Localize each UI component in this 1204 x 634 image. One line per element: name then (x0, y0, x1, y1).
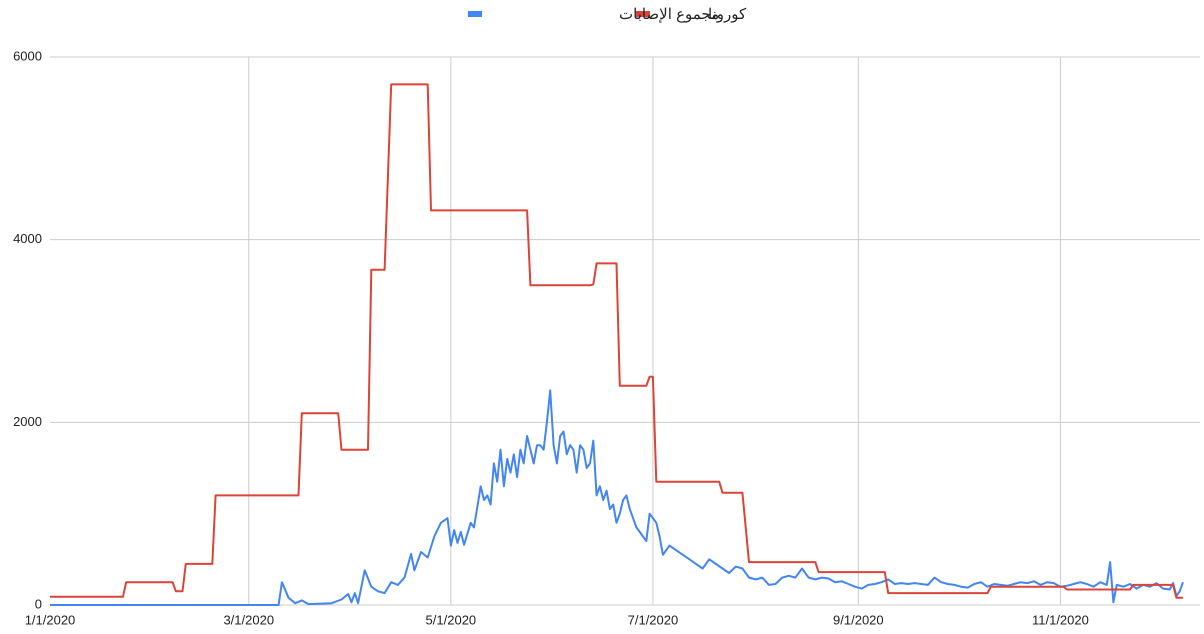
y-tick-label: 0 (35, 596, 42, 611)
y-tick-label: 6000 (13, 48, 42, 63)
legend-swatch (468, 11, 482, 17)
x-tick-label: 1/1/2020 (25, 612, 76, 627)
y-tick-label: 4000 (13, 231, 42, 246)
legend-swatch (636, 11, 650, 17)
x-tick-label: 3/1/2020 (223, 612, 274, 627)
legend-label: كورونا (708, 6, 747, 23)
legend-label: مجموع الإصابات (619, 6, 719, 23)
y-tick-label: 2000 (13, 414, 42, 429)
line (50, 83, 1183, 599)
line (50, 389, 1184, 606)
x-tick-label: 5/1/2020 (426, 612, 477, 627)
x-tick-label: 7/1/2020 (628, 612, 679, 627)
x-tick-label: 11/1/2020 (1032, 612, 1089, 627)
x-tick-label: 9/1/2020 (833, 612, 884, 627)
